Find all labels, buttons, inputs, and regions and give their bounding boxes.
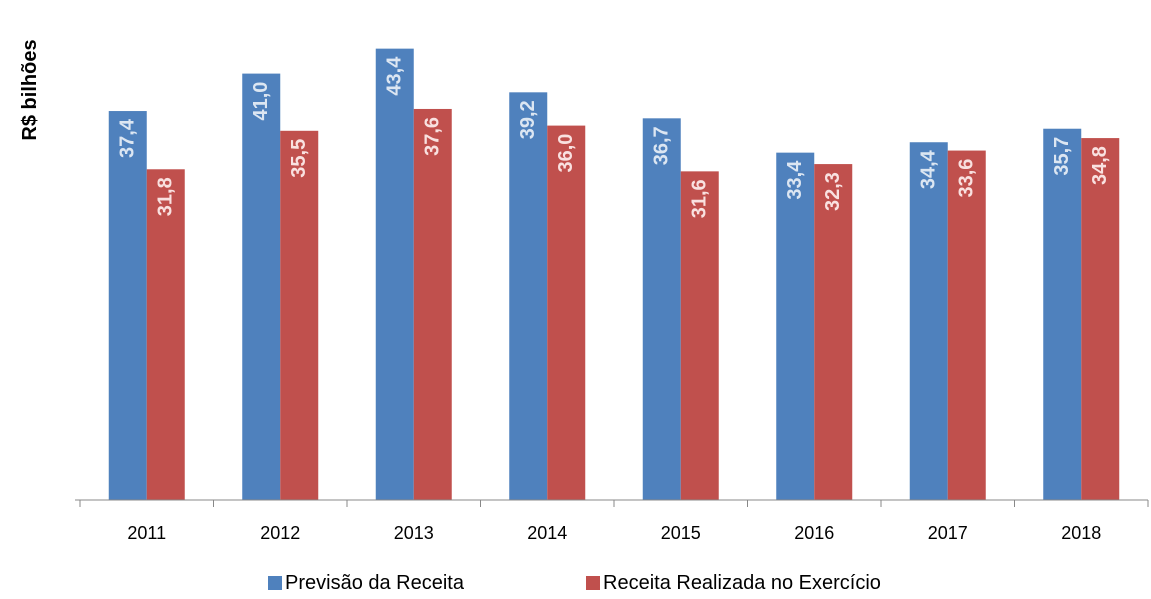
bar: [146, 169, 185, 500]
data-label: 39,2: [517, 100, 539, 139]
data-label: 35,7: [1051, 137, 1073, 176]
data-label: 31,6: [689, 179, 711, 218]
bar: [413, 108, 452, 501]
data-label: 37,6: [422, 117, 444, 156]
x-tick-label: 2012: [260, 523, 300, 543]
data-label: 36,7: [651, 126, 673, 165]
bar: [509, 92, 548, 500]
legend-swatch: [586, 576, 600, 590]
bar: [814, 164, 853, 500]
data-label: 41,0: [250, 82, 272, 121]
bar: [947, 150, 986, 500]
x-tick-label: 2018: [1061, 523, 1101, 543]
y-axis-title: R$ bilhões: [19, 39, 41, 140]
data-label: 37,4: [117, 118, 139, 158]
x-tick-label: 2016: [794, 523, 834, 543]
bar: [108, 111, 147, 500]
x-tick-label: 2017: [928, 523, 968, 543]
x-tick-label: 2014: [527, 523, 567, 543]
bar: [776, 152, 815, 500]
legend-label: Previsão da Receita: [285, 572, 465, 594]
x-tick-label: 2015: [661, 523, 701, 543]
bar: [1081, 138, 1120, 500]
x-tick-label: 2013: [394, 523, 434, 543]
data-label: 32,3: [822, 172, 844, 211]
data-label: 34,4: [918, 149, 940, 189]
bar: [242, 73, 281, 500]
legend-swatch: [268, 576, 282, 590]
data-label: 36,0: [555, 134, 577, 173]
bar: [1043, 128, 1082, 500]
data-label: 35,5: [288, 139, 310, 178]
bar: [642, 118, 681, 500]
bar: [375, 48, 414, 500]
bar: [680, 171, 719, 501]
bar: [909, 142, 948, 501]
data-label: 33,6: [956, 159, 978, 198]
bar: [280, 130, 319, 501]
bar: [547, 125, 586, 500]
data-label: 31,8: [155, 177, 177, 216]
data-label: 43,4: [384, 56, 406, 96]
data-label: 34,8: [1089, 146, 1111, 185]
legend-label: Receita Realizada no Exercício: [603, 572, 881, 594]
x-tick-label: 2011: [127, 523, 166, 543]
data-label: 33,4: [784, 160, 806, 200]
